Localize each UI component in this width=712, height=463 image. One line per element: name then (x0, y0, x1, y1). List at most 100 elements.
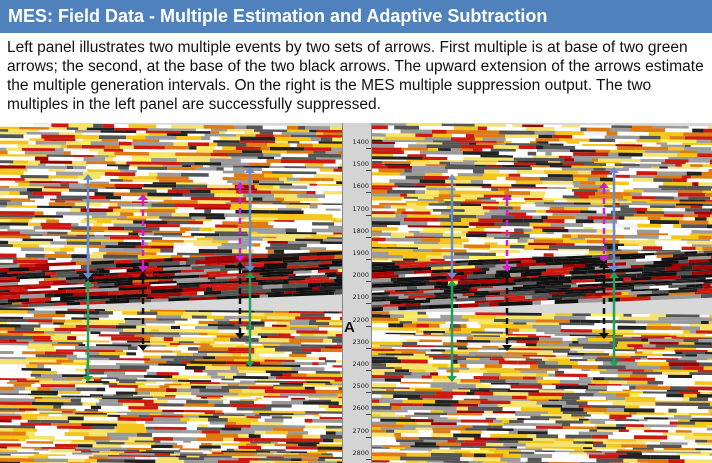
seismic-trace-segment (634, 286, 650, 290)
seismic-trace-segment (215, 356, 250, 360)
seismic-trace-segment (51, 343, 79, 346)
seismic-trace-segment (266, 158, 281, 164)
seismic-trace-segment (501, 164, 531, 168)
seismic-trace-segment (24, 285, 51, 290)
seismic-trace-segment (320, 348, 342, 353)
seismic-trace-segment (144, 360, 167, 364)
seismic-trace-segment (238, 312, 265, 317)
seismic-trace-segment (501, 324, 533, 329)
seismic-trace-segment (80, 300, 106, 305)
seismic-trace-segment (484, 212, 509, 216)
seismic-trace-segment (414, 297, 426, 301)
seismic-trace-segment (227, 188, 258, 191)
seismic-trace-segment (205, 293, 240, 297)
seismic-trace-segment (120, 212, 134, 217)
seismic-trace-segment (206, 433, 239, 438)
seismic-trace-segment (323, 338, 333, 343)
seismic-trace-segment (569, 270, 588, 275)
seismic-trace-segment (703, 203, 712, 207)
seismic-trace-segment (684, 317, 712, 322)
seismic-trace-segment (443, 342, 468, 346)
seismic-trace-segment (534, 451, 570, 455)
seismic-trace-segment (144, 375, 173, 379)
seismic-trace-segment (269, 146, 305, 151)
seismic-trace-segment (509, 266, 530, 271)
seismic-trace-segment (697, 150, 712, 154)
seismic-trace-segment (465, 428, 487, 431)
seismic-trace-segment (0, 450, 18, 452)
seismic-trace-segment (262, 167, 297, 172)
seismic-trace-segment (237, 224, 274, 229)
seismic-trace-segment (102, 383, 118, 385)
seismic-trace-segment (537, 352, 553, 356)
seismic-trace-segment (574, 243, 605, 246)
depth-tick-mark (366, 236, 371, 238)
seismic-trace-segment (653, 369, 663, 372)
seismic-trace-segment (585, 390, 599, 394)
seismic-trace-segment (267, 335, 295, 339)
seismic-trace-segment (627, 380, 648, 385)
seismic-trace-segment (665, 249, 681, 252)
seismic-trace-segment (489, 302, 499, 307)
seismic-trace-segment (180, 450, 210, 453)
seismic-trace-segment (211, 375, 225, 379)
seismic-trace-segment (180, 325, 196, 330)
seismic-trace-segment (260, 361, 282, 365)
seismic-trace-segment (56, 195, 90, 200)
seismic-trace-segment (513, 277, 531, 283)
seismic-trace-segment (210, 152, 229, 157)
seismic-trace-segment (124, 442, 134, 445)
seismic-trace-segment (430, 272, 452, 277)
seismic-trace-segment (386, 298, 415, 302)
seismic-trace-segment (372, 254, 403, 259)
seismic-trace-segment (478, 403, 498, 407)
seismic-trace-segment (585, 389, 607, 391)
seismic-trace-segment (66, 127, 79, 130)
seismic-trace-segment (335, 218, 342, 221)
seismic-trace-segment (31, 383, 41, 388)
seismic-trace-segment (546, 267, 573, 272)
seismic-trace-segment (142, 336, 151, 341)
seismic-trace-segment (156, 280, 177, 285)
seismic-trace-segment (82, 342, 113, 345)
seismic-trace-segment (52, 339, 77, 343)
seismic-trace-segment (159, 179, 194, 183)
green-arrow (245, 272, 255, 367)
seismic-trace-segment (695, 279, 712, 283)
seismic-trace-segment (435, 281, 448, 286)
seismic-trace-segment (406, 286, 417, 290)
seismic-trace-segment (120, 169, 137, 173)
seismic-trace-segment (480, 433, 491, 438)
seismic-trace-segment (325, 208, 341, 211)
seismic-trace-segment (659, 166, 668, 169)
seismic-trace-segment (393, 270, 414, 275)
seismic-trace-segment (372, 353, 379, 356)
seismic-trace-segment (425, 353, 458, 357)
seismic-trace-segment (595, 149, 610, 153)
seismic-trace-segment (442, 387, 459, 390)
seismic-trace-segment (23, 134, 42, 139)
seismic-trace-segment (587, 337, 614, 342)
seismic-trace-segment (691, 244, 712, 247)
seismic-trace-segment (336, 181, 342, 185)
seismic-trace-segment (50, 274, 80, 278)
seismic-trace-segment (555, 385, 588, 390)
seismic-trace-segment (410, 445, 440, 448)
seismic-trace-segment (642, 152, 678, 157)
seismic-trace-segment (210, 136, 220, 141)
seismic-trace-segment (686, 284, 696, 288)
seismic-trace-segment (406, 193, 439, 198)
seismic-trace-segment (590, 313, 624, 317)
seismic-trace-segment (372, 399, 380, 404)
seismic-trace-segment (571, 273, 594, 277)
seismic-trace-segment (400, 221, 428, 226)
seismic-trace-segment (645, 211, 665, 215)
seismic-trace-segment (577, 283, 599, 288)
seismic-trace-segment (178, 379, 212, 383)
seismic-trace-segment (172, 375, 204, 379)
seismic-trace-segment (502, 419, 510, 424)
seismic-trace-segment (567, 322, 595, 326)
seismic-trace-segment (212, 345, 237, 348)
seismic-trace-segment (27, 234, 43, 237)
seismic-trace-segment (285, 232, 317, 235)
